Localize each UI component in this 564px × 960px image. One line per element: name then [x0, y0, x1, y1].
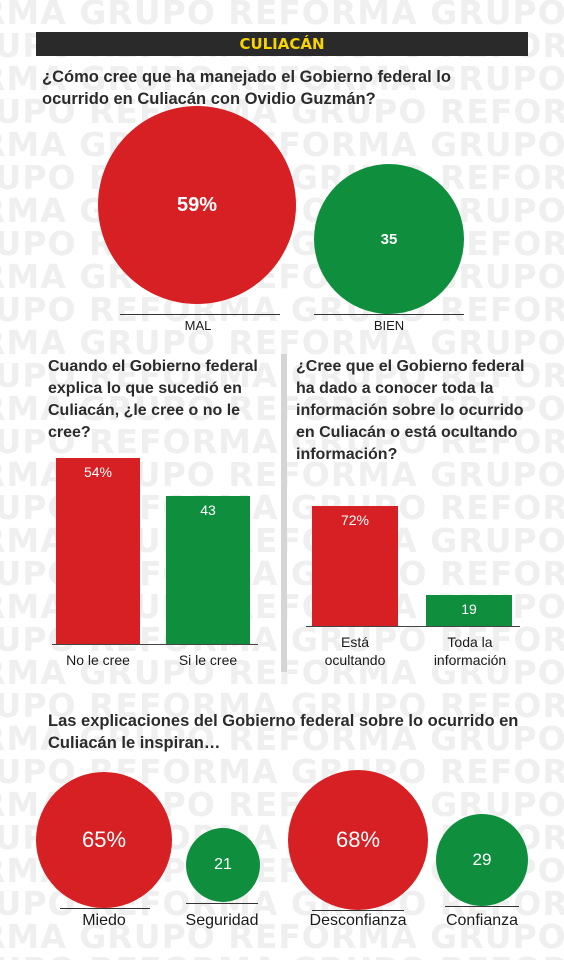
divider [281, 354, 287, 672]
bubble-mal-value: 59% [176, 193, 218, 216]
bubble-bien: 35 [314, 164, 464, 314]
label-confianza: Confianza [445, 912, 519, 929]
bar-esta-ocultando: 72% [312, 506, 398, 626]
baseline-2 [52, 644, 258, 645]
label-seguridad: Seguridad [185, 912, 259, 929]
label-miedo: Miedo [82, 912, 126, 929]
bubble-miedo: 65% [36, 772, 172, 908]
watermark-row: RMA GRUPO REFORMA GRUPO REFORMA GRUPO [0, 0, 564, 32]
baseline-3 [306, 626, 520, 627]
watermark-row: RMA GRUPO REFORMA GRUPO REFORMA GRUPO [0, 257, 564, 296]
bar-no-le-cree: 54% [56, 458, 140, 644]
question-1: ¿Cómo cree que ha manejado el Gobierno f… [42, 68, 451, 108]
bubble-desconfianza: 68% [288, 770, 428, 910]
question-4: Las explicaciones del Gobierno federal s… [48, 712, 519, 752]
bar-si-le-cree-value: 43 [200, 502, 216, 518]
bar-toda-la-informacion: 19 [426, 595, 512, 626]
watermark-row: GRUPO REFORMA GRUPO REFORMA GRUPO REFORM… [0, 686, 564, 725]
rule-confianza [445, 906, 519, 907]
header-bar: CULIACÁN [36, 32, 528, 56]
rule-miedo [60, 908, 150, 909]
rule-mal [120, 314, 280, 315]
label-mal: MAL [184, 318, 212, 333]
page-title: CULIACÁN [239, 35, 325, 53]
rule-desconfianza [312, 910, 404, 911]
watermark-row: GRUPO REFORMA GRUPO REFORMA GRUPO REFORM… [0, 290, 564, 329]
bar-no-le-cree-value: 54% [83, 464, 113, 480]
label-si-le-cree: Si le cree [178, 652, 238, 668]
rule-seguridad [186, 903, 258, 904]
bubble-seguridad: 21 [186, 828, 260, 902]
bar-esta-ocultando-value: 72% [340, 512, 370, 528]
question-2: Cuando el Gobierno federal explica lo qu… [48, 358, 258, 441]
bar-toda-la-informacion-value: 19 [461, 601, 477, 617]
bubble-desconfianza-value: 68% [335, 827, 381, 852]
watermark-row: RMA GRUPO REFORMA GRUPO REFORMA GRUPO [0, 59, 564, 98]
watermark-row: RMA GRUPO REFORMA GRUPO REFORMA GRUPO [0, 719, 564, 758]
bubble-miedo-value: 65% [81, 827, 127, 852]
label-desconfianza: Desconfianza [309, 912, 407, 929]
rule-bien [314, 314, 464, 315]
bubble-mal: 59% [98, 106, 296, 304]
label-bien: BIEN [373, 318, 405, 333]
watermark-row: GRUPO REFORMA GRUPO REFORMA GRUPO REFORM… [0, 953, 564, 960]
watermark-row: RMA GRUPO REFORMA GRUPO REFORMA GRUPO [0, 323, 564, 362]
question-3: ¿Cree que el Gobierno federal ha dado a … [296, 358, 525, 463]
bubble-confianza-value: 29 [472, 850, 492, 869]
bubble-bien-value: 35 [380, 230, 398, 248]
bar-si-le-cree: 43 [166, 496, 250, 644]
label-no-le-cree: No le cree [66, 652, 130, 668]
bubble-seguridad-value: 21 [214, 856, 232, 873]
watermark-row: GRUPO REFORMA GRUPO REFORMA GRUPO REFORM… [0, 92, 564, 131]
label-esta-ocultando: Está ocultando [324, 634, 386, 668]
watermark-row: RMA GRUPO REFORMA GRUPO REFORMA GRUPO [0, 917, 564, 956]
bubble-confianza: 29 [436, 814, 528, 906]
label-toda-la-informacion: Toda la información [433, 634, 507, 668]
